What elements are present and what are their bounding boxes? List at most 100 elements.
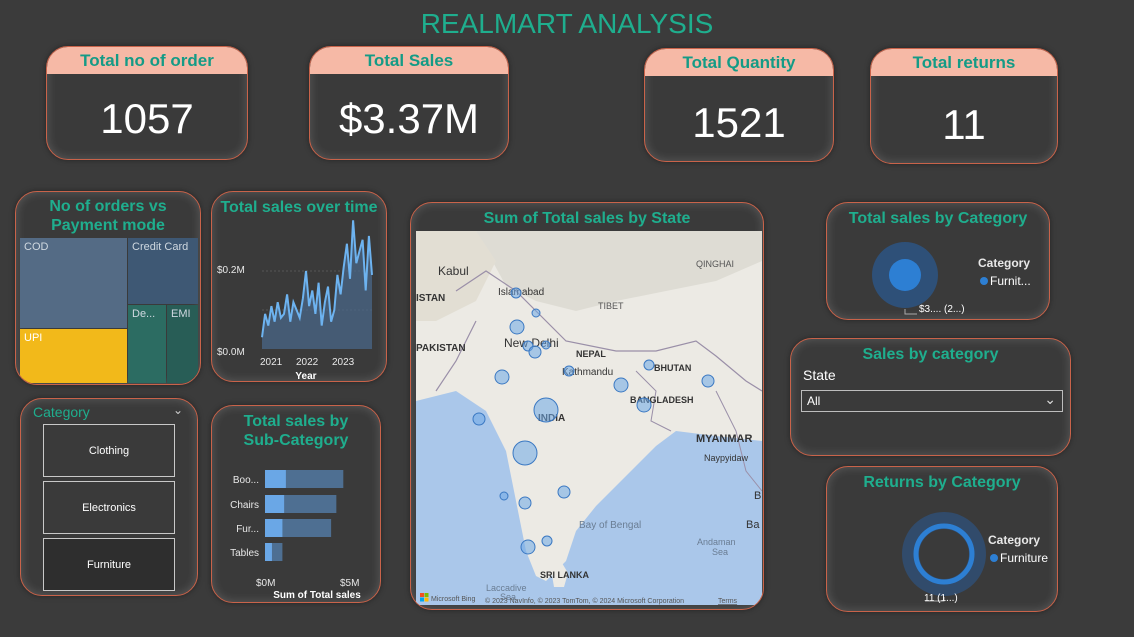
map-label-kathmandu: Kathmandu xyxy=(562,367,613,378)
map-bubble xyxy=(557,485,571,499)
dashboard-title: REALMART ANALYSIS xyxy=(420,8,714,39)
map-bubble xyxy=(533,397,559,423)
sales-by-category-title: Total sales by Category xyxy=(848,210,1028,227)
bar-highlight xyxy=(265,495,285,513)
sales-by-state-map-card[interactable]: Sum of Total sales by State Kabul Islama… xyxy=(410,202,764,610)
map-label-myanmar: MYANMAR xyxy=(696,433,752,445)
map-label-srilanka: SRI LANKA xyxy=(540,570,589,580)
map-bubble xyxy=(528,345,542,359)
map-label-laccadive-sea: Sea xyxy=(500,592,516,602)
returns-legend-item[interactable]: Furniture xyxy=(990,551,1048,565)
map-bubble xyxy=(541,340,551,350)
sales-by-category-donut-card[interactable]: Total sales by Category $3.... (2...) Ca… xyxy=(826,202,1050,320)
map-title: Sum of Total sales by State xyxy=(483,210,691,227)
bar-highlight xyxy=(265,470,286,488)
kpi-total-returns-card[interactable]: Total returns 11 xyxy=(870,48,1058,164)
kpi-total-orders-value: 1057 xyxy=(100,95,194,142)
map-label-b: B xyxy=(754,490,761,502)
sales-over-time-title: Total sales over time xyxy=(220,199,378,216)
x-tick-label: 2021 xyxy=(260,357,283,368)
x-tick-label: $5M xyxy=(340,578,359,589)
kpi-total-orders-label: Total no of order xyxy=(47,47,247,74)
bar-highlight xyxy=(265,519,283,537)
map-bubble xyxy=(518,496,532,510)
x-axis-title: Sum of Total sales xyxy=(273,590,361,601)
bar-category-label: Fur... xyxy=(236,524,259,535)
map-credit: © 2023 NavInfo, © 2023 TomTom, © 2024 Mi… xyxy=(485,597,684,605)
map-label-bangladesh: BANGLADESH xyxy=(630,395,694,405)
kpi-total-quantity-label: Total Quantity xyxy=(645,49,833,76)
state-label: State xyxy=(803,367,836,383)
sales-over-time-chart[interactable]: $0.2M $0.0M 2021 2022 2023 Year xyxy=(212,192,387,382)
sales-by-category-legend-title: Category xyxy=(978,256,1031,270)
kpi-total-sales-card[interactable]: Total Sales $3.37M xyxy=(309,46,509,160)
map-bubble xyxy=(494,369,510,385)
map-bubble xyxy=(520,539,536,555)
treemap-cell-emi[interactable]: EMI xyxy=(167,305,198,383)
map-bubble xyxy=(701,374,715,388)
payment-mode-treemap-card[interactable]: No of orders vs Payment mode COD Credit … xyxy=(15,191,201,385)
kpi-total-sales-value: $3.37M xyxy=(338,95,480,142)
sales-by-category-legend-item[interactable]: Furnit... xyxy=(980,274,1031,288)
bar-category-label: Boo... xyxy=(233,475,259,486)
chevron-down-icon: ⌄ xyxy=(1044,391,1056,407)
map-label-qinghai: QINGHAI xyxy=(696,259,734,269)
subcategory-bar-chart[interactable]: $0M $5M Sum of Total sales Boo... Chairs F… xyxy=(212,406,381,603)
map-bubble xyxy=(563,365,575,377)
map-label-kabul: Kabul xyxy=(438,264,469,278)
y-tick-label: $0.2M xyxy=(217,265,245,276)
map-label-ba: Ba xyxy=(746,519,760,531)
x-tick-label: 2022 xyxy=(296,357,319,368)
subcategory-title: Total sales by Sub-Category xyxy=(243,413,349,449)
category-option-electronics[interactable]: Electronics xyxy=(43,481,175,534)
legend-dot-icon xyxy=(990,554,998,562)
map-bubble xyxy=(531,308,541,318)
map-bubble xyxy=(512,440,538,466)
bar-category-label: Chairs xyxy=(230,500,259,511)
treemap-cell-upi[interactable]: UPI xyxy=(20,329,127,383)
india-map[interactable]: Kabul Islamabad QINGHAI ISTAN TIBET PAKI… xyxy=(416,231,762,605)
bing-label: Microsoft Bing xyxy=(431,596,475,603)
map-bubble xyxy=(510,287,522,299)
category-slicer-title: Category xyxy=(33,404,90,420)
map-label-andaman-sea: Sea xyxy=(712,547,728,557)
map-label-bay-of-bengal: Bay of Bengal xyxy=(579,520,641,531)
map-label-tibet: TIBET xyxy=(598,301,624,311)
returns-by-category-card[interactable]: Returns by Category 11 (1...) Category F… xyxy=(826,466,1058,612)
returns-legend-title: Category xyxy=(988,533,1041,547)
x-axis-title: Year xyxy=(295,371,316,382)
treemap-cell-credit-card[interactable]: Credit Card xyxy=(128,238,198,304)
returns-data-label: 11 (1...) xyxy=(924,593,958,604)
map-bubble xyxy=(541,535,553,547)
map-label-nepal: NEPAL xyxy=(576,349,606,359)
treemap-cell-debit[interactable]: De... xyxy=(128,305,166,383)
sales-by-category-donut[interactable] xyxy=(827,203,1050,320)
chevron-down-icon[interactable]: ⌄ xyxy=(173,403,184,417)
legend-dot-icon xyxy=(980,277,988,285)
map-bubble xyxy=(643,359,655,371)
kpi-total-quantity-value: 1521 xyxy=(692,99,786,146)
x-tick-label: $0M xyxy=(256,578,275,589)
category-option-furniture[interactable]: Furniture xyxy=(43,538,175,591)
map-label-bhutan: BHUTAN xyxy=(654,363,691,373)
returns-by-category-donut[interactable] xyxy=(827,467,1058,612)
kpi-total-quantity-card[interactable]: Total Quantity 1521 xyxy=(644,48,834,162)
sales-by-category-slicer-card[interactable]: Sales by category State All ⌄ xyxy=(790,338,1071,456)
x-tick-label: 2023 xyxy=(332,357,355,368)
kpi-total-orders-card[interactable]: Total no of order 1057 xyxy=(46,46,248,160)
map-terms-link: Terms xyxy=(718,598,738,605)
kpi-total-sales-label: Total Sales xyxy=(310,47,508,74)
kpi-total-returns-value: 11 xyxy=(942,101,986,148)
bar-category-label: Tables xyxy=(230,548,259,559)
map-label-istan: ISTAN xyxy=(416,293,445,304)
sales-by-subcategory-card[interactable]: Total sales by Sub-Category $0M $5M Sum … xyxy=(211,405,381,603)
state-dropdown-value: All xyxy=(807,394,821,408)
state-dropdown[interactable]: All ⌄ xyxy=(801,390,1063,412)
treemap-cell-cod[interactable]: COD xyxy=(20,238,127,328)
category-option-clothing[interactable]: Clothing xyxy=(43,424,175,477)
sales-over-time-card[interactable]: Total sales over time $0.2M $0.0M 2021 2… xyxy=(211,191,387,382)
bing-logo-icon xyxy=(420,593,424,597)
category-slicer-card[interactable]: Category ⌄ Clothing Electronics Furnitur… xyxy=(20,398,198,596)
returns-by-category-title: Returns by Category xyxy=(863,474,1021,491)
map-label-naypyidaw: Naypyidaw xyxy=(704,453,749,463)
